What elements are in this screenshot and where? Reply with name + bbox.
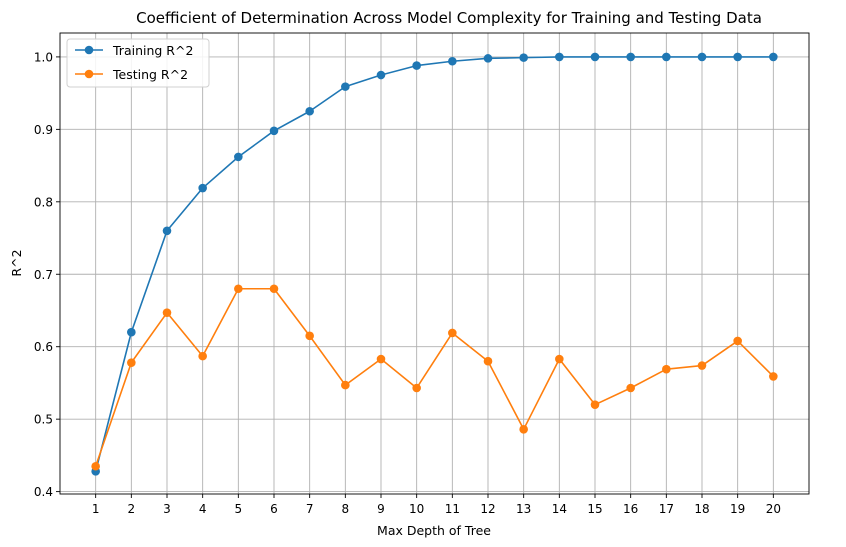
y-tick-label: 0.4 <box>34 485 53 499</box>
x-tick-label: 4 <box>199 502 207 516</box>
data-point-training <box>162 226 172 236</box>
data-point-testing <box>483 356 493 366</box>
data-point-testing <box>697 361 707 370</box>
x-tick-label: 5 <box>235 502 243 516</box>
chart-title: Coefficient of Determination Across Mode… <box>136 9 762 27</box>
x-tick-label: 14 <box>552 502 567 516</box>
data-point-training <box>269 126 279 136</box>
x-tick-label: 10 <box>409 502 424 516</box>
grid <box>60 33 809 494</box>
data-point-testing <box>590 400 600 409</box>
data-point-training <box>341 82 350 91</box>
data-point-training <box>519 53 528 62</box>
data-point-testing <box>127 358 136 367</box>
data-point-testing <box>626 383 635 393</box>
data-point-testing <box>91 461 100 471</box>
data-point-testing <box>269 284 279 294</box>
data-point-training <box>626 52 635 62</box>
x-tick-label: 8 <box>342 502 350 516</box>
data-point-training <box>555 52 564 62</box>
data-point-testing <box>448 328 457 338</box>
series-line-training <box>94 56 774 472</box>
data-point-testing <box>412 383 421 393</box>
series-markers <box>91 52 778 476</box>
data-point-training <box>376 70 386 80</box>
x-tick-label: 3 <box>163 502 171 516</box>
x-tick-label: 12 <box>480 502 495 516</box>
data-point-testing <box>662 364 671 374</box>
x-tick-label: 1 <box>92 502 100 516</box>
data-point-testing <box>769 372 778 381</box>
legend-box <box>66 38 210 88</box>
legend: Training R^2 Testing R^2 <box>66 38 210 88</box>
data-point-testing <box>519 425 528 434</box>
data-point-training <box>127 327 136 337</box>
data-point-training <box>769 52 778 62</box>
legend-label-training: Training R^2 <box>112 43 193 58</box>
legend-label-testing: Testing R^2 <box>112 67 188 82</box>
series-line-testing <box>94 287 774 467</box>
data-point-training <box>234 152 243 162</box>
y-tick-label: 0.6 <box>34 340 53 354</box>
series-lines <box>94 56 774 472</box>
data-point-training <box>448 56 457 66</box>
y-tick-label: 0.8 <box>34 195 53 209</box>
x-tick-label: 2 <box>128 502 136 516</box>
y-tick-label: 1.0 <box>34 50 53 64</box>
axis-ticks: 1 2 3 4 5 6 7 8 9 10 11 12 13 14 15 16 17 18 19 200.40.50.6… <box>34 50 781 516</box>
x-tick-label: 18 <box>694 502 709 516</box>
data-point-testing <box>376 354 386 364</box>
x-tick-label: 7 <box>306 502 314 516</box>
data-point-testing <box>198 351 207 361</box>
data-point-training <box>662 52 671 62</box>
data-point-testing <box>555 354 564 364</box>
data-point-training <box>305 106 314 116</box>
data-point-training <box>412 61 421 70</box>
plot-frame <box>59 32 810 495</box>
x-tick-label: 11 <box>445 502 460 516</box>
data-point-training <box>198 183 207 193</box>
x-tick-label: 13 <box>516 502 531 516</box>
x-tick-label: 16 <box>623 502 638 516</box>
data-point-testing <box>341 380 350 390</box>
legend-marker-testing <box>84 69 94 79</box>
x-tick-label: 17 <box>659 502 674 516</box>
x-tick-label: 20 <box>766 502 781 516</box>
legend-marker-training <box>84 45 94 55</box>
data-point-training <box>733 52 742 62</box>
data-point-testing <box>234 284 243 294</box>
data-point-training <box>590 52 600 62</box>
x-tick-label: 15 <box>587 502 602 516</box>
x-tick-label: 6 <box>270 502 278 516</box>
y-tick-label: 0.7 <box>34 268 53 282</box>
x-axis-label: Max Depth of Tree <box>377 523 491 538</box>
data-point-training <box>483 54 493 63</box>
x-tick-label: 19 <box>730 502 745 516</box>
data-point-training <box>697 52 707 62</box>
x-tick-label: 9 <box>377 502 385 516</box>
data-point-testing <box>733 336 742 346</box>
data-point-testing <box>162 308 172 317</box>
y-tick-label: 0.5 <box>34 413 53 427</box>
y-tick-label: 0.9 <box>34 123 53 137</box>
data-point-testing <box>305 331 314 341</box>
y-axis-label: R^2 <box>9 249 24 276</box>
